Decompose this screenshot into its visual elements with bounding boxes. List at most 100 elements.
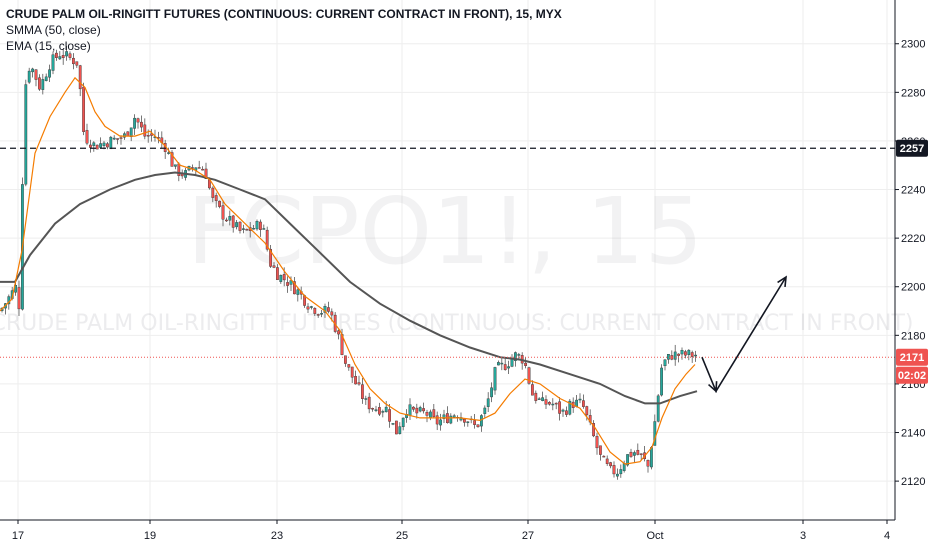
candle-body [24, 84, 28, 185]
candle-body [378, 407, 381, 415]
candle [347, 364, 351, 371]
candle-body [476, 424, 480, 428]
candle [646, 459, 650, 473]
candle-body [514, 352, 517, 361]
candle [55, 49, 58, 61]
candle-body [133, 117, 136, 129]
candle-body [435, 415, 439, 425]
candle [561, 408, 565, 417]
smma-legend-item[interactable]: SMMA (50, close) [6, 23, 101, 37]
candle-body [605, 458, 609, 464]
candle [218, 200, 221, 209]
time-tick-label: 3 [800, 530, 806, 542]
candle [412, 406, 415, 412]
candle-body [384, 406, 388, 413]
candle-body [374, 409, 378, 411]
candle [88, 139, 92, 153]
horizontal-lines[interactable] [0, 147, 895, 358]
bar-countdown-label: 02:02 [898, 370, 926, 382]
candle [510, 354, 514, 368]
candle [656, 394, 660, 423]
candle-body [486, 398, 490, 407]
candle [381, 409, 385, 418]
candle-body [490, 387, 493, 398]
candle [463, 418, 466, 427]
candle-body [415, 407, 419, 414]
candle-body [167, 152, 170, 154]
candle [565, 406, 568, 418]
candle [378, 402, 381, 417]
candle [690, 350, 694, 363]
candle [497, 360, 500, 366]
candle [673, 344, 677, 366]
candle-body [568, 400, 572, 415]
candle-body [660, 367, 664, 396]
time-tick-label: 23 [271, 530, 283, 542]
time-tick-label: 27 [522, 530, 534, 542]
candle [517, 352, 521, 360]
countdown-tag: 02:02 [896, 366, 928, 384]
watermark-symbol: FCPO1!, 15 [187, 178, 703, 285]
candle [92, 141, 96, 152]
candle [116, 138, 120, 145]
candle [578, 393, 582, 404]
candle-body [361, 384, 364, 399]
candle [265, 226, 269, 252]
candle-body [126, 131, 130, 136]
candle-body [306, 306, 310, 310]
candle [228, 210, 232, 226]
candle [619, 464, 623, 478]
candlestick-series [0, 46, 698, 480]
candle-body [323, 306, 327, 313]
candle [327, 301, 330, 314]
candle [41, 73, 45, 95]
time-tick-label: 4 [884, 530, 890, 542]
candle [160, 131, 164, 148]
candle-body [439, 419, 442, 426]
candle-body [412, 406, 415, 410]
candle-body [347, 364, 351, 368]
candle [500, 358, 504, 371]
candle [350, 366, 354, 383]
candle-body [541, 397, 545, 401]
symbol-title[interactable]: CRUDE PALM OIL-RINGITT FUTURES (CONTINUO… [6, 7, 562, 21]
candle [296, 287, 300, 302]
candle [354, 370, 357, 385]
candle-body [388, 409, 391, 422]
candle-body [17, 287, 21, 310]
candle-body [408, 404, 412, 416]
candle-body [595, 436, 599, 449]
candle [408, 398, 412, 421]
candle-body [259, 221, 262, 230]
candle-body [422, 408, 425, 412]
candle [48, 64, 52, 82]
candle-body [497, 362, 500, 366]
candle-body [197, 167, 201, 169]
candle-body [58, 56, 62, 60]
candle-body [466, 421, 470, 423]
candle-body [442, 414, 446, 419]
ema-legend-item[interactable]: EMA (15, close) [6, 39, 91, 53]
candle [663, 359, 667, 371]
forecast-arrow-drawing[interactable] [701, 275, 787, 393]
candle-body [129, 127, 133, 137]
candle [38, 74, 41, 91]
candle [306, 303, 310, 314]
candle-body [112, 137, 116, 140]
candle-body [395, 420, 398, 435]
candle [677, 353, 681, 363]
candle [633, 450, 636, 463]
candle-body [687, 349, 691, 355]
candle [320, 309, 323, 318]
candle [238, 221, 242, 234]
candle [395, 420, 398, 435]
candle-body [330, 311, 334, 316]
candle [694, 350, 698, 362]
candle-body [616, 473, 619, 477]
candle [231, 214, 235, 233]
candle-body [612, 465, 616, 475]
candle-body [367, 396, 371, 410]
candle [276, 264, 279, 280]
candle [592, 420, 596, 438]
